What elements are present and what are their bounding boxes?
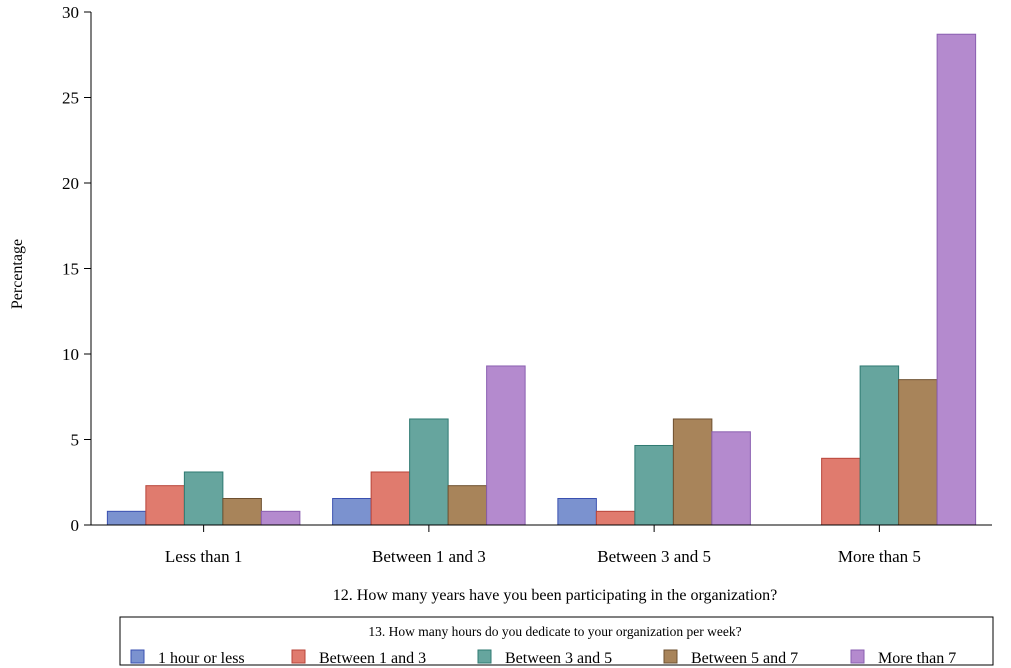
legend-label: 1 hour or less [158, 650, 245, 667]
y-tick-label: 25 [62, 89, 79, 108]
bar [672, 418, 713, 526]
y-tick-label: 30 [62, 3, 79, 22]
x-tick-label: Less than 1 [165, 547, 242, 566]
legend-item: Between 3 and 5 [477, 649, 612, 667]
y-tick-label: 20 [62, 174, 79, 193]
y-axis-title: Percentage [9, 239, 26, 309]
legend: 13. How many hours do you dedicate to yo… [119, 616, 994, 667]
y-tick-label: 5 [71, 431, 80, 450]
bar [859, 365, 900, 526]
y-tick-label: 10 [62, 345, 79, 364]
legend-swatch [291, 649, 306, 664]
x-tick-label: Between 3 and 5 [597, 547, 711, 566]
x-axis-title: 12. How many years have you been partici… [333, 587, 777, 604]
legend-item: Between 5 and 7 [663, 649, 798, 667]
y-tick-label: 0 [71, 516, 80, 535]
bar [222, 497, 262, 526]
bar [595, 510, 636, 526]
bar [821, 457, 861, 526]
legend-swatch [477, 649, 492, 664]
bar [106, 510, 147, 526]
legend-box [119, 616, 994, 666]
bar [711, 431, 751, 526]
x-axis: Less than 1 Between 1 and 3 Between 3 and … [91, 524, 992, 566]
bar [486, 365, 526, 526]
y-tick-label: 15 [62, 260, 79, 279]
legend-swatch [663, 649, 678, 664]
bar [898, 379, 938, 526]
legend-items: 1 hour or less Between 1 and 3 Between 3 a… [130, 649, 956, 667]
bar [557, 497, 597, 526]
bar [634, 444, 674, 526]
legend-label: Between 1 and 3 [319, 650, 426, 667]
bar [260, 510, 301, 526]
bar [370, 471, 411, 526]
x-tick-label: More than 5 [838, 547, 921, 566]
plot-area [106, 33, 977, 526]
bar [936, 33, 977, 526]
legend-item: Between 1 and 3 [291, 649, 426, 667]
legend-swatch [130, 649, 145, 664]
bar [409, 418, 449, 526]
legend-label: Between 3 and 5 [505, 650, 612, 667]
legend-item: More than 7 [850, 649, 956, 667]
bar [183, 471, 224, 526]
bar [447, 485, 488, 526]
y-axis: 0 5 10 15 20 25 30 [62, 3, 92, 535]
legend-label: Between 5 and 7 [691, 650, 798, 667]
x-tick-label: Between 1 and 3 [372, 547, 486, 566]
legend-item: 1 hour or less [130, 649, 245, 667]
legend-title: 13. How many hours do you dedicate to yo… [368, 624, 741, 639]
legend-swatch [850, 649, 865, 664]
legend-label: More than 7 [878, 650, 956, 667]
bar [332, 497, 372, 526]
bar [145, 485, 185, 526]
